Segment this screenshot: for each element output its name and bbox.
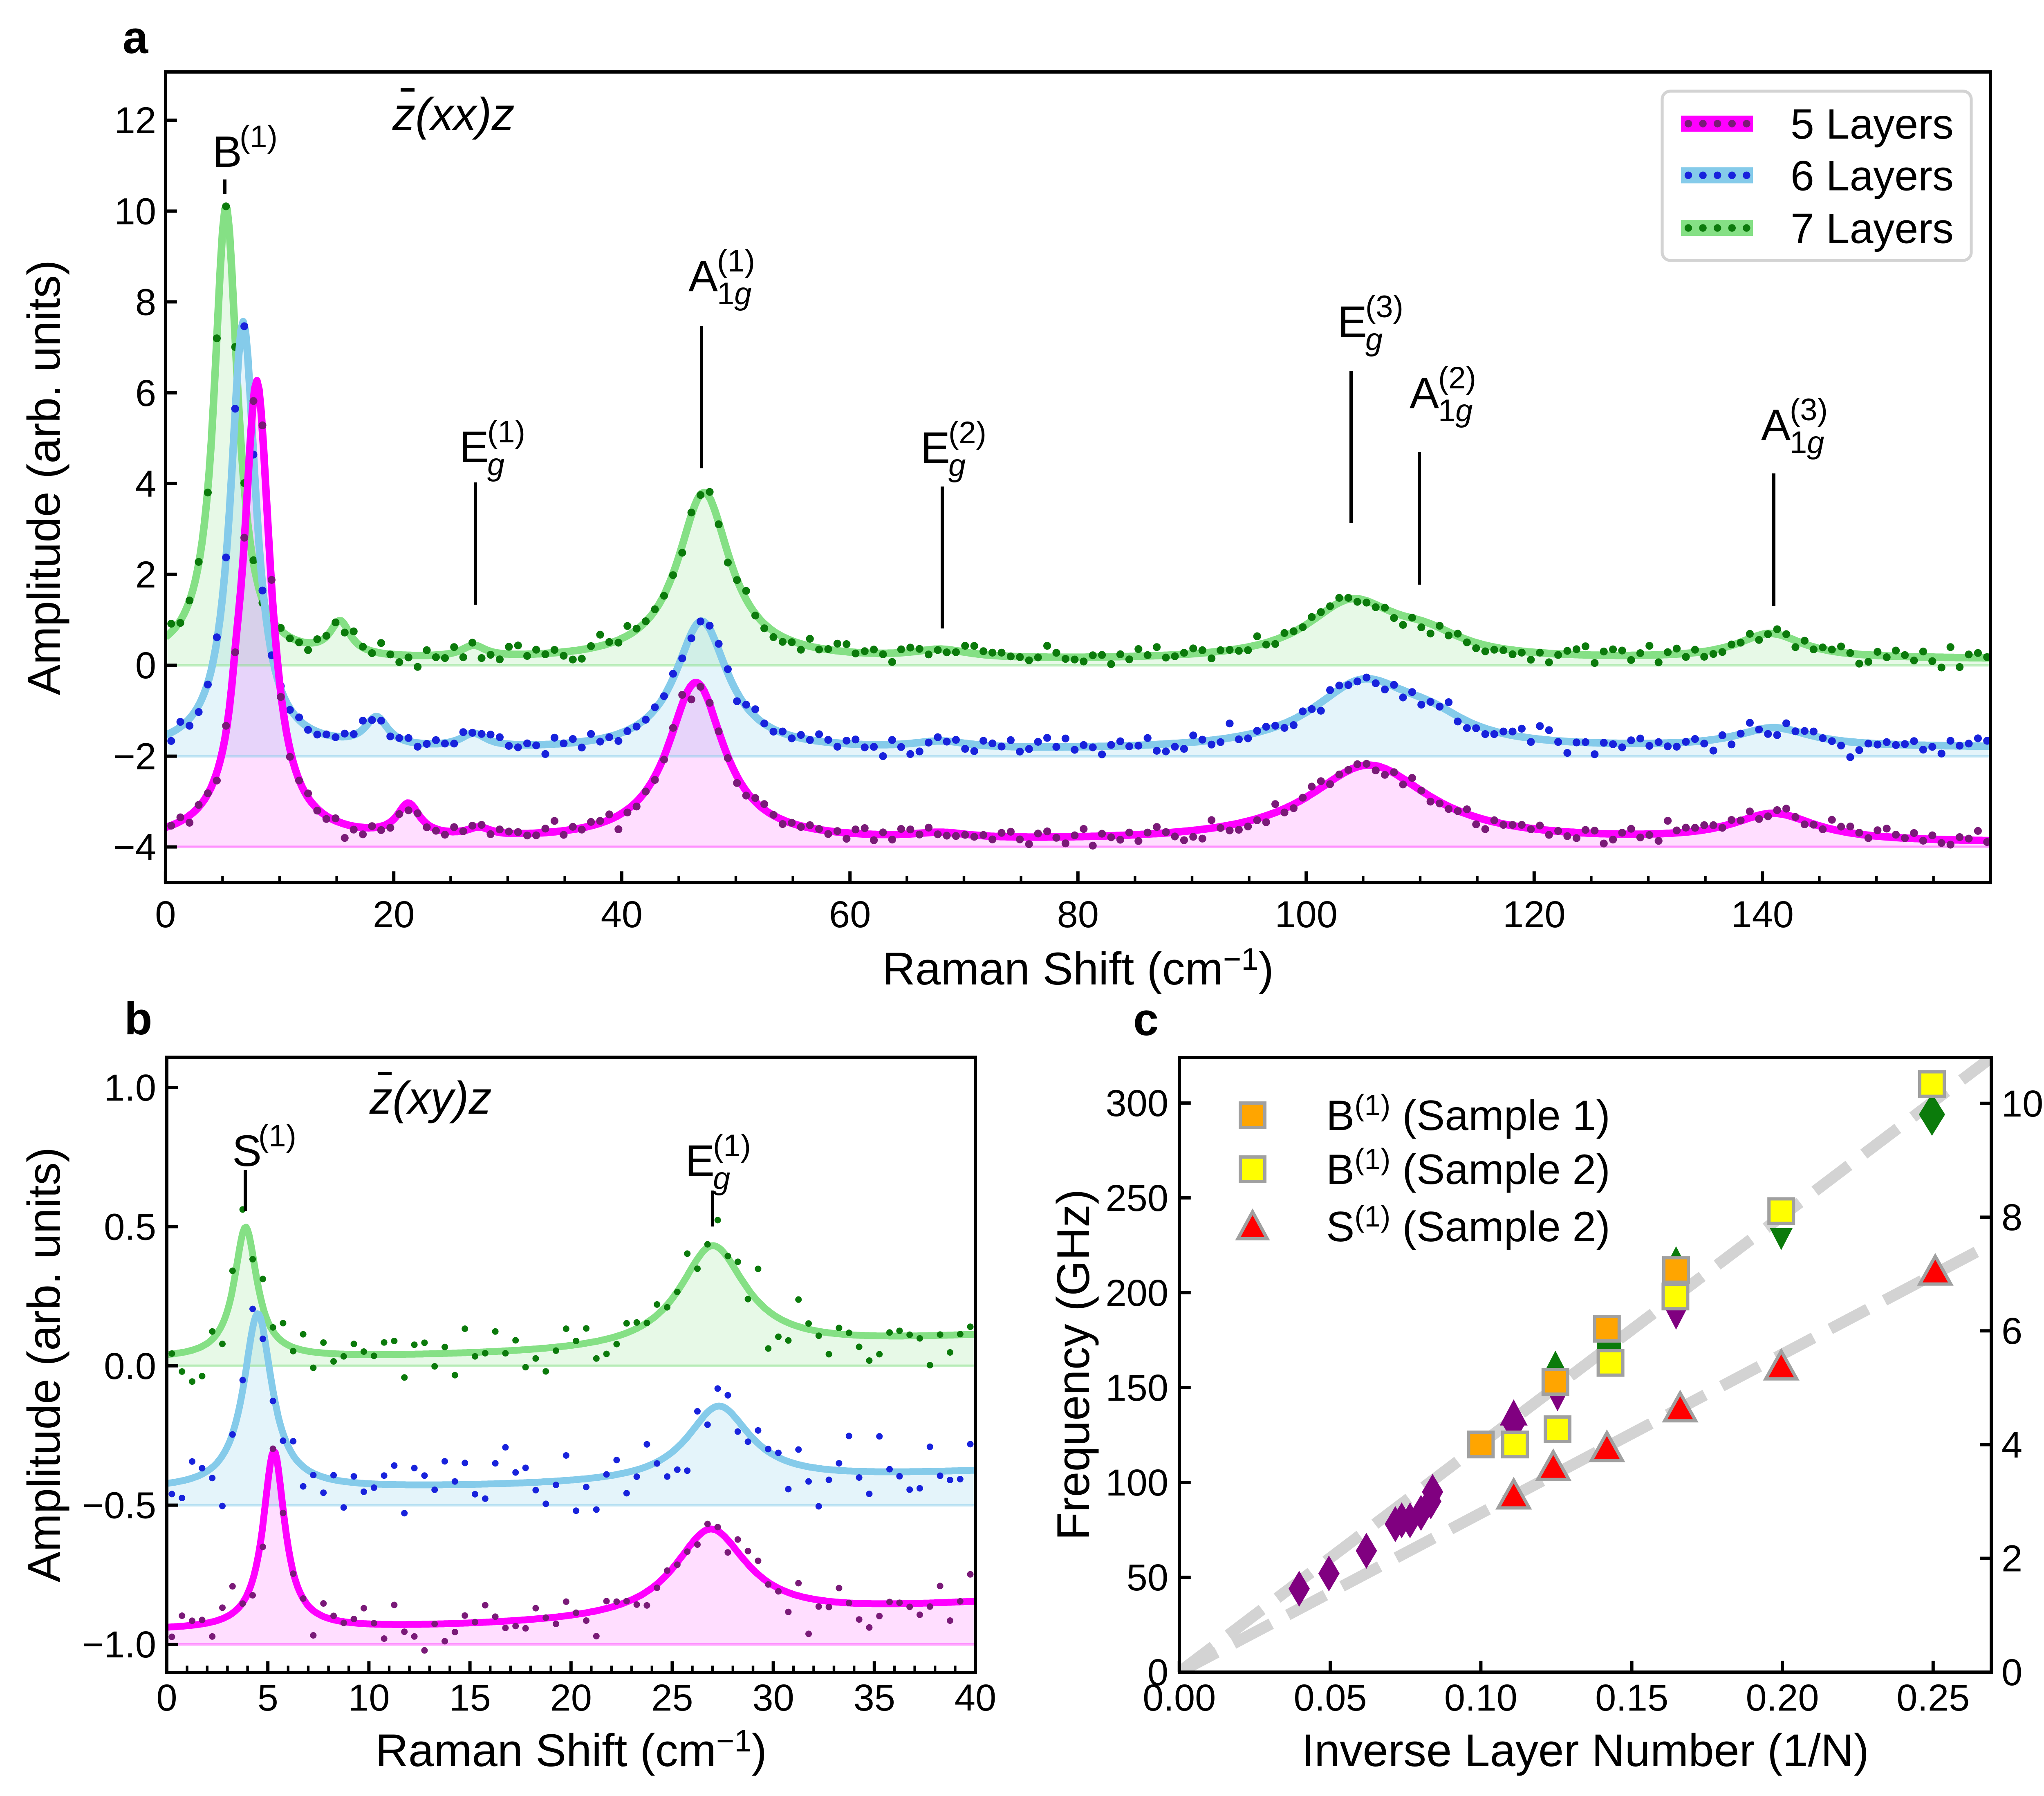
svg-text:Inverse Layer Number (1/N): Inverse Layer Number (1/N) <box>1302 1725 1869 1776</box>
svg-text:40: 40 <box>601 894 643 935</box>
svg-text:6: 6 <box>135 372 156 414</box>
svg-text:2: 2 <box>135 554 156 596</box>
svg-text:1g: 1g <box>1438 393 1473 428</box>
svg-text:Amplitude (arb. units): Amplitude (arb. units) <box>18 260 69 695</box>
svg-text:(1): (1) <box>258 1119 296 1153</box>
svg-text:(2): (2) <box>1438 361 1476 395</box>
svg-text:10: 10 <box>348 1677 390 1719</box>
svg-text:5 Layers: 5 Layers <box>1791 101 1954 148</box>
svg-text:c: c <box>1133 994 1159 1045</box>
svg-text:20: 20 <box>550 1677 592 1719</box>
svg-text:200: 200 <box>1106 1272 1169 1314</box>
svg-text:S: S <box>232 1126 262 1175</box>
svg-text:0: 0 <box>1148 1652 1168 1693</box>
svg-text:35: 35 <box>854 1677 895 1719</box>
svg-text:0.05: 0.05 <box>1293 1677 1367 1719</box>
svg-text:4: 4 <box>2001 1424 2022 1466</box>
svg-text:A: A <box>1761 400 1791 449</box>
svg-text:60: 60 <box>829 894 871 935</box>
svg-text:z(xx)z: z(xx)z <box>392 89 515 140</box>
svg-text:0.20: 0.20 <box>1746 1677 1819 1719</box>
svg-text:(2): (2) <box>948 415 986 450</box>
svg-text:0: 0 <box>135 645 156 686</box>
svg-text:250: 250 <box>1106 1177 1169 1219</box>
svg-text:1g: 1g <box>1790 425 1824 460</box>
svg-text:8: 8 <box>2001 1197 2022 1238</box>
svg-text:100: 100 <box>1106 1462 1169 1504</box>
svg-text:A: A <box>688 251 718 300</box>
svg-text:8: 8 <box>135 281 156 323</box>
svg-text:E: E <box>921 423 950 472</box>
svg-text:1.0: 1.0 <box>104 1067 156 1109</box>
svg-text:(1): (1) <box>240 119 278 154</box>
svg-text:100: 100 <box>1275 894 1338 935</box>
svg-text:40: 40 <box>955 1677 996 1719</box>
svg-text:(1): (1) <box>487 415 525 449</box>
svg-text:0.25: 0.25 <box>1896 1677 1970 1719</box>
svg-text:z(xy)z: z(xy)z <box>369 1072 492 1123</box>
svg-text:g: g <box>948 448 966 483</box>
svg-text:5: 5 <box>258 1677 278 1719</box>
svg-text:E: E <box>1338 297 1367 346</box>
svg-text:0.0: 0.0 <box>104 1345 156 1387</box>
svg-text:(3): (3) <box>1365 289 1403 324</box>
svg-text:7 Layers: 7 Layers <box>1791 205 1954 252</box>
svg-text:Raman Shift (cm−1): Raman Shift (cm−1) <box>375 1724 767 1776</box>
svg-text:6: 6 <box>2001 1310 2022 1352</box>
svg-text:B: B <box>213 127 242 176</box>
svg-text:0: 0 <box>2001 1652 2022 1693</box>
svg-text:0.15: 0.15 <box>1595 1677 1668 1719</box>
svg-text:0: 0 <box>155 894 176 935</box>
svg-text:150: 150 <box>1106 1367 1169 1409</box>
svg-text:140: 140 <box>1731 894 1794 935</box>
svg-text:(3): (3) <box>1790 392 1828 427</box>
svg-text:0: 0 <box>156 1677 177 1719</box>
svg-text:Amplitude (arb. units): Amplitude (arb. units) <box>18 1147 69 1582</box>
svg-text:a: a <box>123 12 148 63</box>
svg-text:12: 12 <box>114 100 156 141</box>
svg-text:E: E <box>459 422 489 471</box>
svg-text:25: 25 <box>651 1677 693 1719</box>
svg-text:−4: −4 <box>113 827 156 868</box>
svg-text:A: A <box>1410 368 1439 417</box>
svg-text:6 Layers: 6 Layers <box>1791 152 1954 200</box>
svg-text:80: 80 <box>1057 894 1099 935</box>
svg-text:20: 20 <box>373 894 415 935</box>
svg-text:g: g <box>487 447 504 482</box>
svg-text:1g: 1g <box>717 276 752 311</box>
svg-text:0.5: 0.5 <box>104 1206 156 1248</box>
svg-text:(1): (1) <box>717 244 755 278</box>
svg-text:300: 300 <box>1106 1083 1169 1124</box>
svg-text:g: g <box>713 1161 730 1196</box>
svg-text:Frequency (GHz): Frequency (GHz) <box>1048 1189 1099 1540</box>
svg-text:4: 4 <box>135 463 156 505</box>
svg-text:15: 15 <box>449 1677 491 1719</box>
svg-text:0.10: 0.10 <box>1444 1677 1517 1719</box>
svg-text:0.00: 0.00 <box>1143 1677 1216 1719</box>
svg-text:−1.0: −1.0 <box>82 1624 156 1666</box>
svg-text:E: E <box>685 1136 715 1185</box>
svg-text:2: 2 <box>2001 1538 2022 1580</box>
svg-text:g: g <box>1365 322 1383 357</box>
svg-text:(1): (1) <box>713 1128 751 1163</box>
svg-text:120: 120 <box>1503 894 1566 935</box>
svg-text:10: 10 <box>114 191 156 232</box>
svg-text:−0.5: −0.5 <box>82 1485 156 1527</box>
svg-text:b: b <box>124 993 152 1044</box>
svg-text:30: 30 <box>752 1677 794 1719</box>
svg-text:50: 50 <box>1127 1557 1168 1599</box>
svg-text:10: 10 <box>2001 1083 2043 1125</box>
svg-text:−2: −2 <box>113 736 156 778</box>
svg-text:Raman Shift (cm−1): Raman Shift (cm−1) <box>882 942 1274 994</box>
